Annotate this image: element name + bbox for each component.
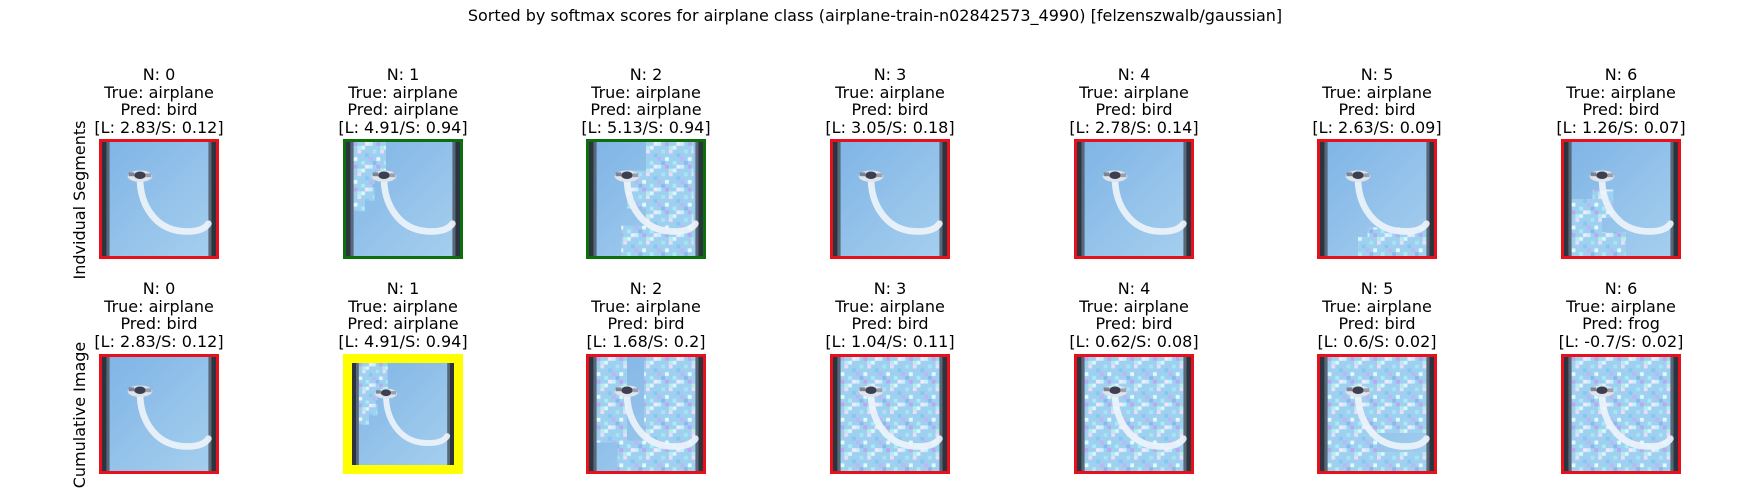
- panel-title-score: [L: 4.91/S: 0.94]: [338, 331, 468, 351]
- segment-image-tile: [586, 354, 706, 474]
- panel-title-score: [L: 1.04/S: 0.11]: [825, 331, 955, 351]
- panel-title-n: N: 4: [1117, 279, 1151, 298]
- panel-title: N: 2 True: airplane Pred: airplane [L: 5.13…: [536, 66, 756, 136]
- panel-title-score: [L: 2.83/S: 0.12]: [94, 117, 224, 137]
- panel-title-pred: Pred: bird: [851, 100, 929, 119]
- panel-title-n: N: 1: [386, 279, 420, 298]
- panel-title-n: N: 0: [142, 65, 176, 84]
- segment-image-tile: [99, 139, 219, 259]
- panel-title: N: 5 True: airplane Pred: bird [L: 0.6/S: 0…: [1267, 280, 1487, 350]
- panel-title-pred: Pred: airplane: [347, 100, 459, 119]
- segment-image-tile: [1561, 139, 1681, 259]
- panel-title-score: [L: 0.6/S: 0.02]: [1317, 331, 1437, 351]
- panel-title-pred: Pred: bird: [851, 314, 929, 333]
- segment-image-tile: [343, 139, 463, 259]
- panel-title-true: True: airplane: [348, 82, 458, 102]
- panel-title-pred: Pred: bird: [1338, 314, 1416, 333]
- panel-title: N: 1 True: airplane Pred: airplane [L: 4.91…: [293, 66, 513, 136]
- panel-title: N: 3 True: airplane Pred: bird [L: 1.04/S: …: [780, 280, 1000, 350]
- panel-title-n: N: 3: [873, 65, 907, 84]
- panel-title-pred: Pred: bird: [120, 100, 198, 119]
- segment-image-tile: [586, 139, 706, 259]
- panel-title-true: True: airplane: [1079, 82, 1189, 102]
- panel-title: N: 6 True: airplane Pred: bird [L: 1.26/S: …: [1511, 66, 1731, 136]
- panel-title-true: True: airplane: [591, 296, 701, 316]
- panel-title-n: N: 5: [1360, 65, 1394, 84]
- panel-title: N: 4 True: airplane Pred: bird [L: 0.62/S: …: [1024, 280, 1244, 350]
- panel-title-pred: Pred: bird: [120, 314, 198, 333]
- panel-title-pred: Pred: bird: [607, 314, 685, 333]
- panel-title-score: [L: 1.68/S: 0.2]: [586, 331, 706, 351]
- segment-image-tile: [99, 354, 219, 474]
- panel-title-pred: Pred: bird: [1582, 100, 1660, 119]
- panel-title: N: 1 True: airplane Pred: airplane [L: 4.91…: [293, 280, 513, 350]
- panel-title-true: True: airplane: [591, 82, 701, 102]
- panel-title-n: N: 5: [1360, 279, 1394, 298]
- panel-title-score: [L: -0.7/S: 0.02]: [1558, 331, 1684, 351]
- panel-title-n: N: 1: [386, 65, 420, 84]
- panel-title-n: N: 2: [629, 279, 663, 298]
- segment-image-tile: [830, 354, 950, 474]
- panel-title-score: [L: 2.78/S: 0.14]: [1069, 117, 1199, 137]
- segment-image-tile: [1317, 354, 1437, 474]
- panel-title-true: True: airplane: [1322, 82, 1432, 102]
- panel-title-pred: Pred: bird: [1095, 100, 1173, 119]
- panel-title-score: [L: 3.05/S: 0.18]: [825, 117, 955, 137]
- panel-title-pred: Pred: airplane: [347, 314, 459, 333]
- panel-title-score: [L: 4.91/S: 0.94]: [338, 117, 468, 137]
- panel-title-score: [L: 2.83/S: 0.12]: [94, 331, 224, 351]
- panel-title: N: 5 True: airplane Pred: bird [L: 2.63/S: …: [1267, 66, 1487, 136]
- panel-title: N: 3 True: airplane Pred: bird [L: 3.05/S: …: [780, 66, 1000, 136]
- panel-title-n: N: 3: [873, 279, 907, 298]
- panel-title-n: N: 0: [142, 279, 176, 298]
- panel-title-pred: Pred: bird: [1095, 314, 1173, 333]
- panel-title: N: 4 True: airplane Pred: bird [L: 2.78/S: …: [1024, 66, 1244, 136]
- row-label-cumulative-image: Cumulative Image: [70, 341, 89, 489]
- segment-image-tile: [830, 139, 950, 259]
- panel-title-true: True: airplane: [104, 82, 214, 102]
- panel-title: N: 6 True: airplane Pred: frog [L: -0.7/S: …: [1511, 280, 1731, 350]
- panel-title-n: N: 2: [629, 65, 663, 84]
- segment-image-tile: [1561, 354, 1681, 474]
- row-label-individual-segments: Indvidual Segments: [70, 120, 89, 280]
- figure-title: Sorted by softmax scores for airplane cl…: [467, 6, 1283, 25]
- segment-image-tile: [1074, 354, 1194, 474]
- panel-title-n: N: 6: [1604, 65, 1638, 84]
- panel-title-pred: Pred: bird: [1338, 100, 1416, 119]
- segment-image-tile: [1074, 139, 1194, 259]
- panel-title-score: [L: 5.13/S: 0.94]: [581, 117, 711, 137]
- panel-title-true: True: airplane: [1566, 82, 1676, 102]
- panel-title-true: True: airplane: [835, 296, 945, 316]
- panel-title-n: N: 4: [1117, 65, 1151, 84]
- panel-title: N: 2 True: airplane Pred: bird [L: 1.68/S: …: [536, 280, 756, 350]
- panel-title-score: [L: 1.26/S: 0.07]: [1556, 117, 1686, 137]
- segment-image-tile: [1317, 139, 1437, 259]
- panel-title-n: N: 6: [1604, 279, 1638, 298]
- panel-title-true: True: airplane: [835, 82, 945, 102]
- panel-title-true: True: airplane: [348, 296, 458, 316]
- panel-title-score: [L: 0.62/S: 0.08]: [1069, 331, 1199, 351]
- panel-title: N: 0 True: airplane Pred: bird [L: 2.83/S: …: [49, 280, 269, 350]
- segment-image-tile: [343, 354, 463, 474]
- panel-title-pred: Pred: frog: [1582, 314, 1660, 333]
- panel-title-true: True: airplane: [1566, 296, 1676, 316]
- panel-title-true: True: airplane: [1322, 296, 1432, 316]
- panel-title-true: True: airplane: [1079, 296, 1189, 316]
- panel-title: N: 0 True: airplane Pred: bird [L: 2.83/S: …: [49, 66, 269, 136]
- panel-title-true: True: airplane: [104, 296, 214, 316]
- panel-title-pred: Pred: airplane: [590, 100, 702, 119]
- panel-title-score: [L: 2.63/S: 0.09]: [1312, 117, 1442, 137]
